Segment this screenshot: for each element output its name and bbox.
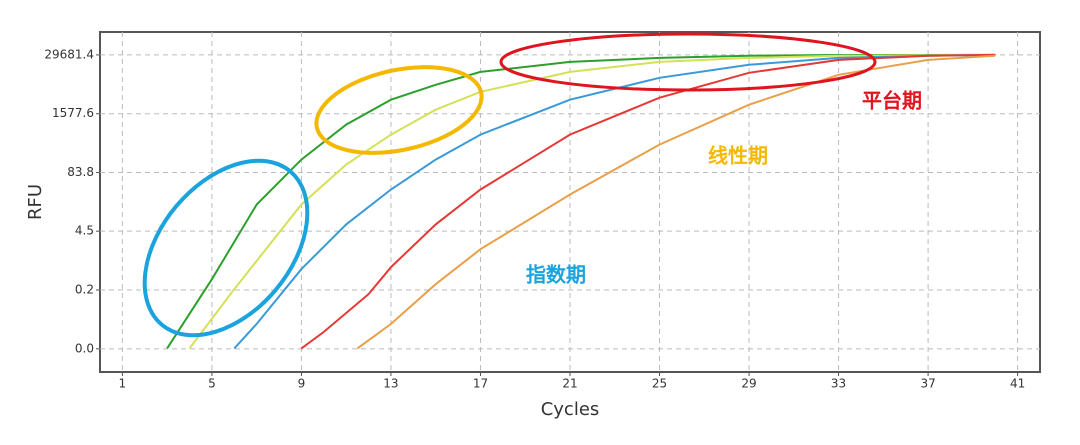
- rfu-curve: [300, 53, 996, 350]
- x-tick-label: 17: [473, 377, 488, 391]
- plateau-ellipse: [499, 32, 877, 92]
- x-tick-label: 41: [1010, 377, 1025, 391]
- y-tick-label: 4.5: [75, 224, 94, 238]
- x-tick-label: 33: [831, 377, 846, 391]
- x-tick-label: 1: [119, 377, 127, 391]
- annotation: 指数期: [526, 263, 586, 287]
- y-tick-label: 29681.4: [44, 47, 94, 61]
- rfu-curve: [233, 53, 996, 350]
- exponential-ellipse: [142, 158, 310, 338]
- rfu-curve: [356, 54, 996, 350]
- x-tick-label: 29: [741, 377, 756, 391]
- annotation: 线性期: [708, 144, 768, 168]
- y-tick-label: 0.0: [75, 341, 94, 355]
- x-axis-title: Cycles: [541, 399, 600, 420]
- x-tick-label: 13: [383, 377, 398, 391]
- y-tick-label: 83.8: [67, 165, 94, 179]
- x-tick-label: 37: [920, 377, 935, 391]
- x-tick-label: 25: [652, 377, 667, 391]
- y-tick-label: 0.2: [75, 283, 94, 297]
- rfu-curve: [166, 53, 996, 349]
- linear-ellipse: [314, 65, 484, 155]
- x-tick-label: 5: [208, 377, 216, 391]
- x-tick-label: 9: [298, 377, 306, 391]
- y-tick-label: 1577.6: [52, 106, 94, 120]
- annotation: 平台期: [862, 89, 922, 113]
- y-axis-title: RFU: [25, 184, 46, 220]
- rfu-curve: [188, 53, 996, 350]
- x-tick-label: 21: [562, 377, 577, 391]
